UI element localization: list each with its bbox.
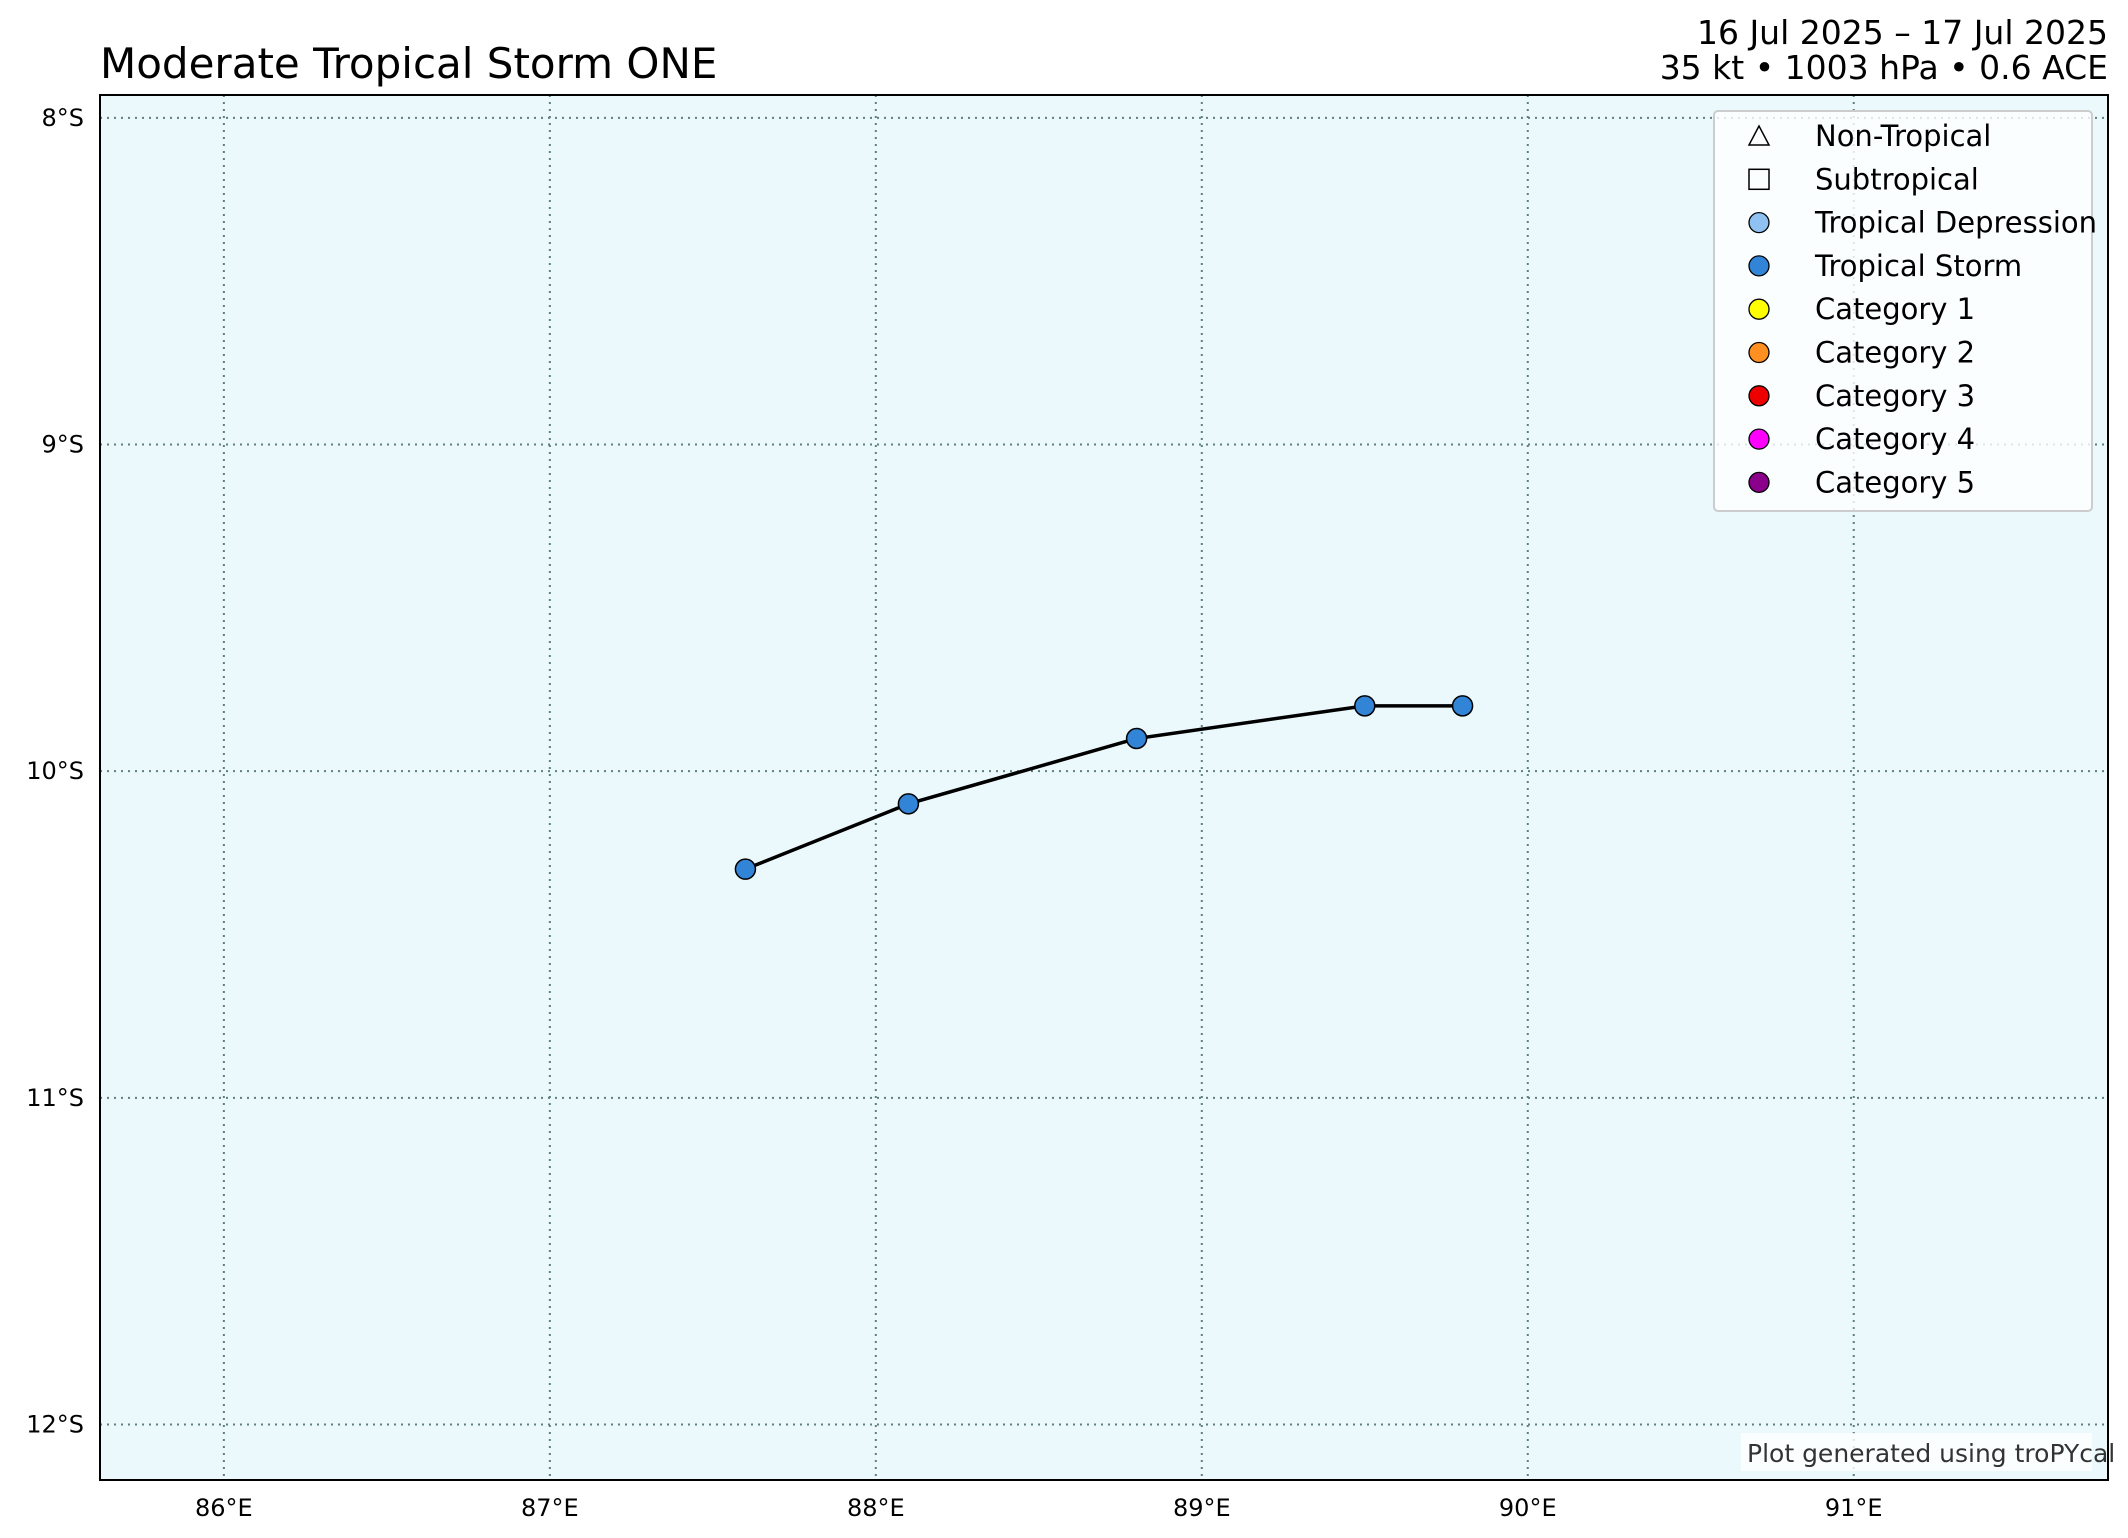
y-tick-label: 8°S xyxy=(41,104,84,132)
x-tick-label: 86°E xyxy=(195,1494,253,1522)
category-1-marker xyxy=(1748,298,1770,320)
date-range: 16 Jul 2025 – 17 Jul 2025 xyxy=(1697,13,2108,52)
storm-track xyxy=(734,695,1474,880)
legend-label: Tropical Depression xyxy=(1814,206,2097,240)
x-axis-ticks: 86°E 87°E 88°E 89°E 90°E 91°E xyxy=(195,1494,1883,1522)
y-tick-label: 9°S xyxy=(41,431,84,459)
y-axis-ticks: 8°S 9°S 10°S 11°S 12°S xyxy=(26,104,84,1439)
legend-box xyxy=(1713,110,2093,512)
category-4-marker xyxy=(1748,428,1770,450)
storm-stats: 35 kt • 1003 hPa • 0.6 ACE xyxy=(1660,48,2108,87)
storm-title: Moderate Tropical Storm ONE xyxy=(100,39,717,88)
map-frame xyxy=(99,94,2109,1481)
x-tick-label: 87°E xyxy=(521,1494,579,1522)
y-tick-label: 10°S xyxy=(26,757,84,785)
legend-label: Subtropical xyxy=(1815,162,1979,196)
legend-label: Non-Tropical xyxy=(1815,119,1991,153)
category-5-marker xyxy=(1748,471,1770,494)
legend-label: Category 3 xyxy=(1815,379,1975,413)
x-tick-label: 90°E xyxy=(1499,1494,1557,1522)
legend-label: Tropical Storm xyxy=(1814,249,2022,283)
track-point xyxy=(1125,727,1148,750)
track-point xyxy=(897,793,920,815)
x-tick-label: 88°E xyxy=(847,1494,905,1522)
y-tick-label: 11°S xyxy=(26,1084,84,1112)
legend-label: Category 4 xyxy=(1815,422,1975,456)
x-tick-label: 89°E xyxy=(1173,1494,1231,1522)
credit-box: Plot generated using troPYcal xyxy=(1741,1433,2115,1471)
tropical-depression-marker xyxy=(1748,211,1770,234)
track-point xyxy=(734,858,757,880)
legend: Non-Tropical Subtropical Tropical Depressi… xyxy=(1713,110,2097,512)
track-point xyxy=(1354,695,1376,717)
legend-label: Category 1 xyxy=(1815,292,1975,326)
y-tick-label: 12°S xyxy=(26,1410,84,1438)
x-tick-label: 91°E xyxy=(1825,1494,1883,1522)
category-2-marker xyxy=(1748,341,1770,364)
credit-label: Plot generated using troPYcal xyxy=(1747,1439,2115,1468)
track-point xyxy=(1451,695,1474,717)
tropical-storm-marker xyxy=(1748,255,1770,277)
legend-label: Category 2 xyxy=(1815,336,1975,370)
legend-label: Category 5 xyxy=(1815,465,1975,499)
subtropical-marker xyxy=(1748,168,1770,191)
category-3-marker xyxy=(1748,385,1770,407)
non-tropical-marker xyxy=(1747,124,1771,146)
